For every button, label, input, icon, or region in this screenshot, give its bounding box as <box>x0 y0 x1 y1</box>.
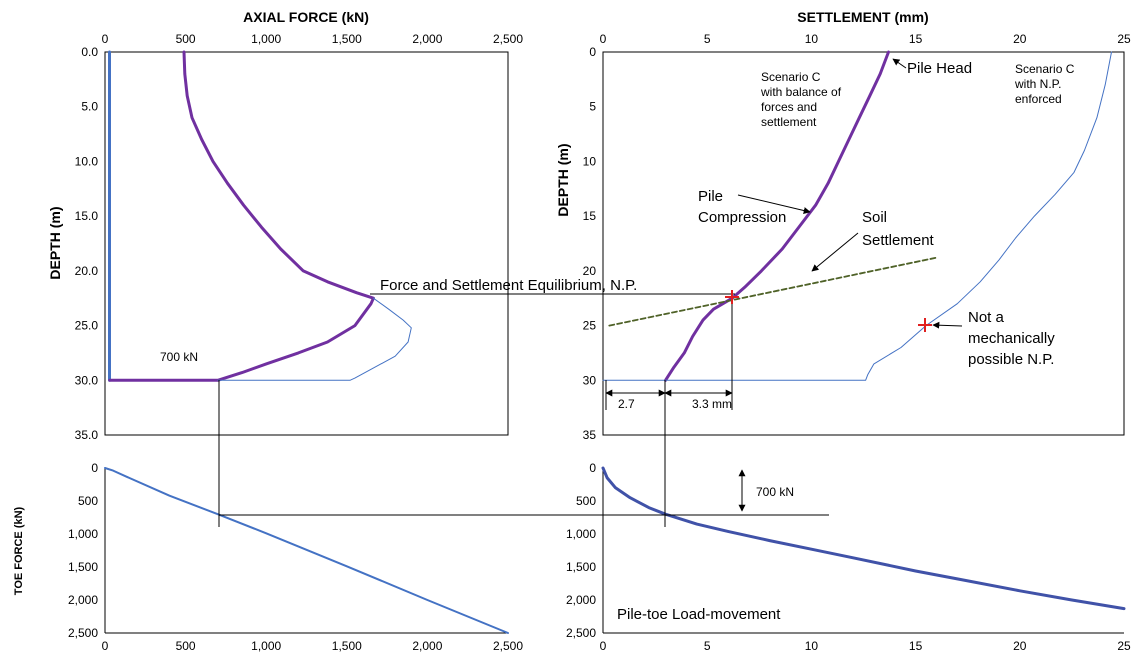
pile-compression-label-1: Pile <box>698 188 723 205</box>
axial-y-tick-label: 30.0 <box>75 373 99 387</box>
settlement-x-tick-label: 15 <box>909 32 923 46</box>
toe_force-series-0 <box>104 467 509 634</box>
scenario-c-balance-line-3: forces and <box>761 100 817 114</box>
toe_movement-y-tick-label: 0 <box>589 461 596 475</box>
settlement-x-tick-label: 5 <box>704 32 711 46</box>
axial-ylabel: DEPTH (m) <box>47 206 63 279</box>
toe_movement-x-tick-label: 25 <box>1117 639 1131 653</box>
axial-y-tick-label: 20.0 <box>75 264 99 278</box>
toe_movement-x-tick-label: 5 <box>704 639 711 653</box>
axial-y-tick-label: 5.0 <box>81 100 98 114</box>
toe_movement-y-tick-label: 1,000 <box>566 527 596 541</box>
pile-compression-label-2: Compression <box>698 209 786 226</box>
toe_force-x-tick-label: 1,000 <box>251 639 281 653</box>
axial-x-tick-label: 2,000 <box>412 32 442 46</box>
axial-series-1 <box>108 50 375 382</box>
toe_force-y-tick-label: 2,500 <box>68 626 98 640</box>
not-np-line-1: Not a <box>968 309 1005 326</box>
axial-y-tick-label: 0.0 <box>81 45 98 59</box>
settlement-y-tick-label: 30 <box>583 373 597 387</box>
axial-toe-label: 700 kN <box>160 350 198 364</box>
settlement-x-tick-label: 25 <box>1117 32 1131 46</box>
pile-head-arrow <box>892 58 907 69</box>
toe_movement-y-tick-label: 500 <box>576 494 596 508</box>
settlement-x-tick-label: 10 <box>805 32 819 46</box>
toe_movement-x-tick-label: 0 <box>600 639 607 653</box>
settlement-y-tick-label: 25 <box>583 319 597 333</box>
dimension-label-3-3: 3.3 mm <box>692 397 732 411</box>
toe_force-x-tick-label: 2,500 <box>493 639 523 653</box>
axial-x-tick-label: 0 <box>102 32 109 46</box>
scenario-c-balance-label: Scenario C with balance of forces and se… <box>760 70 842 129</box>
settlement-series-0 <box>664 50 890 382</box>
equilibrium-marker <box>725 290 739 304</box>
toe_movement-y-tick-label: 2,500 <box>566 626 596 640</box>
settlement-y-tick-label: 35 <box>583 428 597 442</box>
scenario-c-np-line-1: Scenario C <box>1015 62 1075 76</box>
settlement-series-1 <box>602 51 1112 381</box>
toe_force-y-tick-label: 500 <box>78 494 98 508</box>
axial-x-tick-label: 2,500 <box>493 32 523 46</box>
settlement-plot-area <box>602 51 1125 436</box>
settlement-y-tick-label: 0 <box>589 45 596 59</box>
scenario-c-balance-line-2: with balance of <box>760 85 842 99</box>
dimension-label-2-7: 2.7 <box>618 397 635 411</box>
soil-settlement-label-2: Settlement <box>862 232 935 249</box>
toe_force-y-tick-label: 1,500 <box>68 560 98 574</box>
pile-head-label: Pile Head <box>907 60 972 77</box>
scenario-c-np-line-3: enforced <box>1015 92 1062 106</box>
toe_force-x-tick-label: 0 <box>102 639 109 653</box>
toe_movement-y-tick-label: 1,500 <box>566 560 596 574</box>
toe_force-y-tick-label: 1,000 <box>68 527 98 541</box>
axial-plot-area <box>104 51 509 436</box>
settlement-x-tick-label: 0 <box>600 32 607 46</box>
toe_force-x-tick-label: 2,000 <box>412 639 442 653</box>
axial-title: AXIAL FORCE (kN) <box>243 9 369 25</box>
scenario-c-balance-line-1: Scenario C <box>761 70 821 84</box>
scenario-c-np-label: Scenario C with N.P. enforced <box>1014 62 1075 106</box>
axial-x-tick-label: 1,500 <box>332 32 362 46</box>
not-np-line-2: mechanically <box>968 330 1055 347</box>
settlement-y-tick-label: 15 <box>583 209 597 223</box>
axial-series-2 <box>217 297 412 381</box>
settlement-title: SETTLEMENT (mm) <box>797 9 928 25</box>
scenario-c-np-line-2: with N.P. <box>1014 77 1061 91</box>
axial-x-tick-label: 500 <box>176 32 196 46</box>
not-np-arrow <box>932 321 963 329</box>
pile-toe-label: Pile-toe Load-movement <box>617 606 781 623</box>
not-np-line-3: possible N.P. <box>968 351 1054 368</box>
not-np-marker <box>918 318 932 332</box>
toe_movement-x-tick-label: 15 <box>909 639 923 653</box>
toe_movement-series-0 <box>601 466 1126 611</box>
equilibrium-label: Force and Settlement Equilibrium, N.P. <box>380 277 637 294</box>
axial-y-tick-label: 35.0 <box>75 428 99 442</box>
toe_movement-x-tick-label: 20 <box>1013 639 1027 653</box>
soil-settlement-arrow <box>811 232 859 272</box>
toe_force-x-tick-label: 1,500 <box>332 639 362 653</box>
toe-force-ylabel: TOE FORCE (kN) <box>13 506 25 595</box>
not-np-label: Not a mechanically possible N.P. <box>968 309 1055 368</box>
toe_force-x-tick-label: 500 <box>176 639 196 653</box>
pile-compression-arrow <box>737 194 811 214</box>
toe_movement-x-tick-label: 10 <box>805 639 819 653</box>
toe_force-y-tick-label: 0 <box>91 461 98 475</box>
toe_force-y-tick-label: 2,000 <box>68 593 98 607</box>
toe_movement-y-tick-label: 2,000 <box>566 593 596 607</box>
axial-x-tick-label: 1,000 <box>251 32 281 46</box>
settlement-x-tick-label: 20 <box>1013 32 1027 46</box>
settlement-series-2 <box>608 256 938 327</box>
scenario-c-balance-line-4: settlement <box>761 115 817 129</box>
axial-y-tick-label: 10.0 <box>75 154 99 168</box>
axial-y-tick-label: 25.0 <box>75 319 99 333</box>
force-bracket-label: 700 kN <box>756 485 794 499</box>
soil-settlement-label-1: Soil <box>862 209 887 226</box>
settlement-y-tick-label: 10 <box>583 154 597 168</box>
settlement-y-tick-label: 20 <box>583 264 597 278</box>
axial-y-tick-label: 15.0 <box>75 209 99 223</box>
settlement-y-tick-label: 5 <box>589 100 596 114</box>
settlement-ylabel: DEPTH (m) <box>555 143 571 216</box>
